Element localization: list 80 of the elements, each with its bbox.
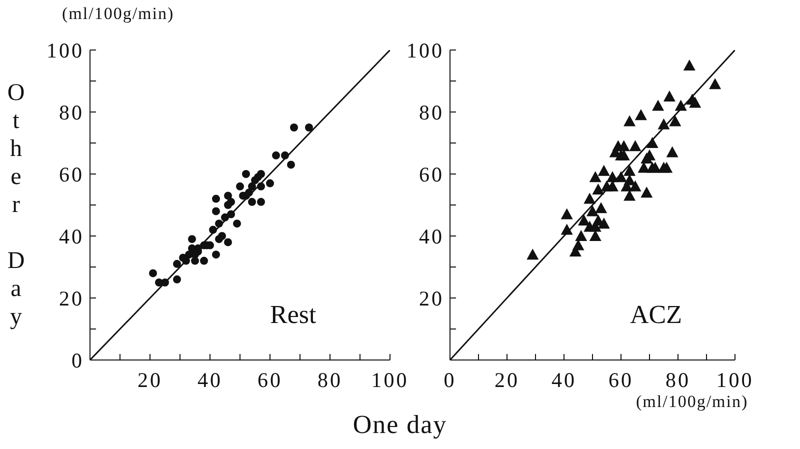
point: [624, 164, 636, 176]
point: [266, 179, 274, 188]
annotation: Rest: [270, 300, 316, 330]
point: [586, 205, 598, 216]
point: [589, 171, 602, 182]
point: [200, 256, 208, 265]
y-tick-label: 100: [406, 38, 444, 62]
point: [248, 198, 256, 206]
point: [584, 192, 596, 204]
x-tick-label: 20: [138, 368, 162, 392]
point: [149, 269, 157, 278]
annotation: ACZ: [630, 300, 682, 330]
point: [669, 115, 682, 126]
x-tick-label: 40: [198, 368, 222, 392]
point: [173, 275, 181, 284]
y-axis-title: Other Day: [3, 80, 29, 332]
point: [624, 115, 636, 126]
point: [227, 198, 235, 206]
point: [578, 214, 590, 226]
point: [709, 78, 722, 90]
y-tick-label: 40: [59, 224, 84, 248]
point: [595, 202, 608, 214]
point: [640, 186, 653, 198]
point: [689, 96, 702, 108]
point: [575, 230, 588, 241]
point: [560, 208, 573, 220]
point: [683, 60, 696, 70]
point: [618, 140, 630, 152]
point: [218, 232, 226, 240]
point: [589, 230, 602, 241]
y-tick-label: 60: [59, 162, 84, 186]
point: [212, 250, 220, 259]
point: [629, 140, 642, 152]
point: [660, 162, 673, 173]
point: [290, 124, 298, 132]
point: [287, 160, 295, 169]
y-tick-label: 20: [59, 286, 84, 310]
point: [649, 162, 662, 173]
point: [305, 124, 313, 132]
point: [598, 218, 610, 229]
point: [666, 146, 678, 158]
x-tick-label: 80: [666, 368, 690, 392]
point: [191, 256, 199, 265]
y-tick-label: 40: [419, 224, 444, 248]
point: [224, 192, 232, 200]
y-tick-label: 20: [419, 286, 444, 310]
text: (ml/100g/min): [636, 392, 748, 412]
x-tick-label: 100: [716, 368, 754, 392]
point: [526, 248, 539, 260]
point: [652, 100, 664, 111]
point: [257, 198, 265, 206]
point: [629, 180, 642, 192]
x-tick-label: 100: [371, 368, 409, 392]
point: [634, 109, 647, 120]
y-tick-label: 60: [419, 162, 444, 186]
point: [257, 170, 265, 178]
x-tick-label: 20: [494, 368, 520, 392]
point: [212, 207, 220, 216]
point: [592, 184, 604, 194]
y-tick-label: 80: [59, 100, 84, 124]
point: [598, 164, 610, 176]
point: [272, 151, 280, 160]
x-tick-label: 40: [552, 368, 576, 392]
point: [212, 194, 220, 203]
y-tick-label: 100: [46, 38, 84, 62]
point: [233, 220, 241, 228]
text: (ml/100g/min): [62, 4, 174, 24]
point: [624, 190, 636, 201]
y-tick-label: 0: [72, 348, 84, 372]
point: [224, 238, 232, 246]
point: [663, 90, 676, 102]
x-tick-label: 60: [608, 368, 634, 392]
x-tick-label: 60: [258, 368, 282, 392]
x-axis-title: One day: [352, 410, 448, 439]
point: [242, 170, 250, 178]
point: [188, 235, 196, 244]
point: [236, 182, 244, 190]
y-tick-label: 80: [419, 100, 444, 124]
x-tick-label: 80: [318, 368, 342, 392]
point: [173, 260, 181, 268]
